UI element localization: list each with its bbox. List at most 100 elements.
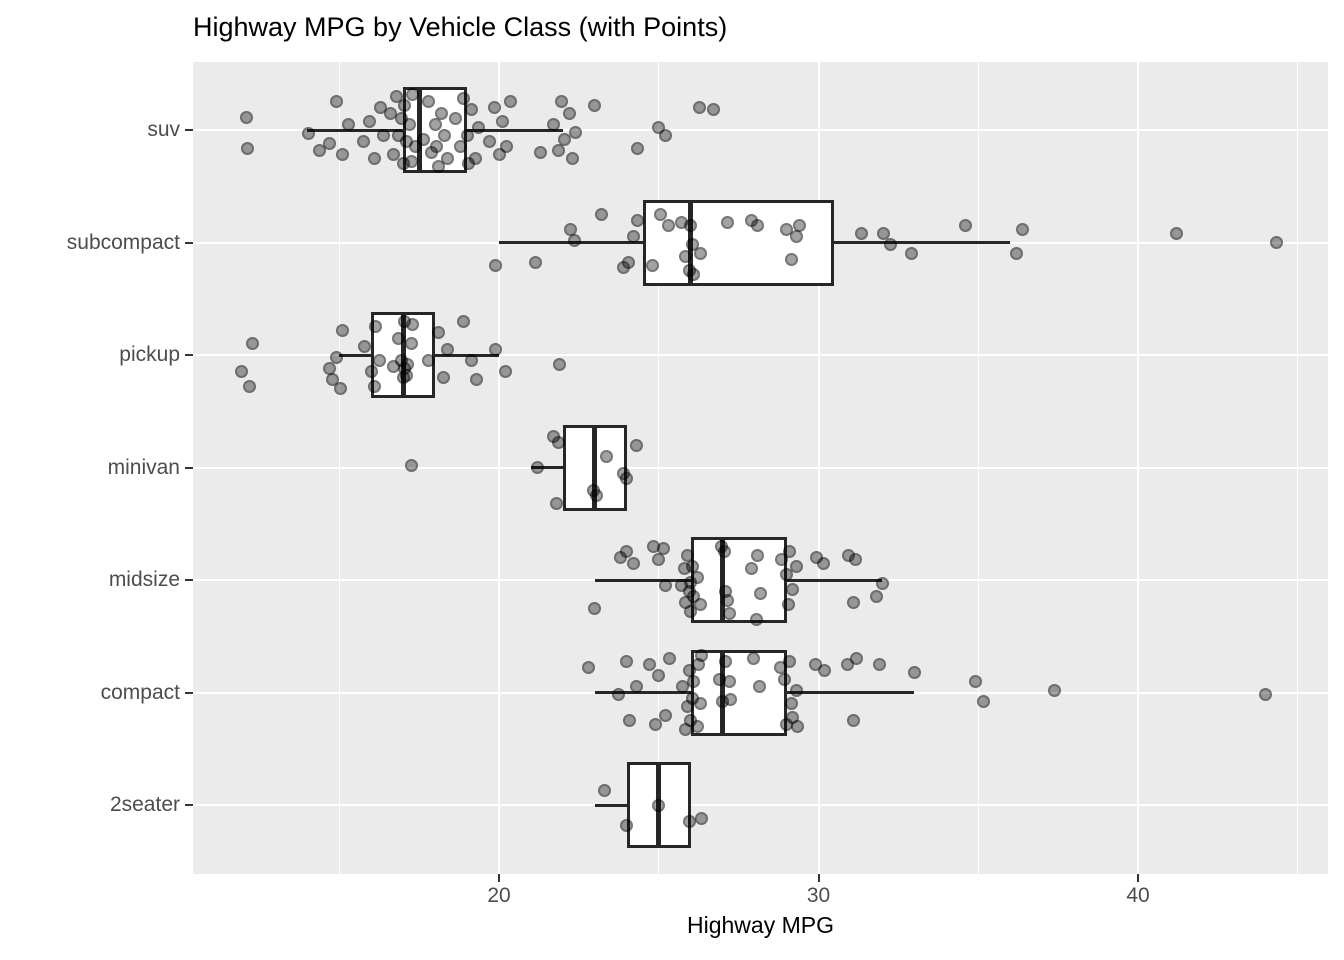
jitter-point bbox=[1169, 227, 1183, 240]
jitter-point bbox=[588, 601, 602, 615]
box-compact bbox=[690, 649, 787, 736]
jitter-point bbox=[786, 582, 800, 596]
jitter-point bbox=[594, 207, 608, 221]
jitter-point bbox=[1010, 247, 1024, 261]
jitter-point bbox=[589, 489, 603, 503]
jitter-point bbox=[676, 680, 690, 694]
jitter-point bbox=[693, 598, 707, 612]
jitter-point bbox=[406, 318, 420, 332]
median-line-compact bbox=[720, 649, 726, 736]
jitter-point bbox=[875, 576, 889, 590]
whisker-lower-compact bbox=[594, 691, 691, 694]
jitter-point bbox=[489, 342, 503, 356]
jitter-point bbox=[417, 132, 431, 146]
jitter-point bbox=[1048, 683, 1062, 697]
jitter-point bbox=[489, 258, 503, 272]
jitter-point bbox=[1270, 236, 1284, 249]
y-tick-label-suv: suv bbox=[147, 118, 180, 141]
jitter-point bbox=[597, 783, 611, 797]
jitter-point bbox=[553, 357, 567, 371]
jitter-point bbox=[470, 373, 484, 387]
jitter-point bbox=[449, 112, 463, 126]
y-tick-mark bbox=[185, 129, 193, 131]
jitter-point bbox=[642, 657, 656, 671]
jitter-point bbox=[789, 560, 803, 573]
jitter-point bbox=[883, 238, 897, 252]
jitter-point bbox=[612, 688, 626, 702]
median-line-midsize bbox=[720, 537, 726, 623]
jitter-point bbox=[623, 714, 637, 728]
jitter-point bbox=[428, 117, 442, 131]
jitter-point bbox=[302, 126, 316, 140]
jitter-point bbox=[818, 663, 832, 677]
jitter-point bbox=[246, 337, 260, 351]
jitter-point bbox=[658, 129, 672, 143]
x-tick-label-40: 40 bbox=[1126, 884, 1150, 907]
whisker-lower-suv bbox=[307, 128, 404, 132]
jitter-point bbox=[784, 697, 798, 711]
jitter-point bbox=[706, 103, 720, 117]
jitter-point bbox=[752, 680, 766, 694]
jitter-point bbox=[717, 545, 731, 559]
jitter-point bbox=[550, 497, 563, 510]
jitter-point bbox=[645, 258, 659, 272]
jitter-point bbox=[398, 98, 412, 112]
jitter-point bbox=[404, 337, 418, 351]
jitter-point bbox=[724, 692, 738, 706]
jitter-point bbox=[471, 121, 485, 135]
jitter-point bbox=[620, 654, 634, 668]
jitter-point bbox=[629, 438, 643, 452]
jitter-point bbox=[546, 117, 560, 131]
box-subcompact bbox=[642, 199, 835, 286]
jitter-point bbox=[783, 545, 797, 559]
jitter-point bbox=[422, 354, 436, 368]
plot-title: Highway MPG by Vehicle Class (with Point… bbox=[193, 12, 728, 42]
x-tick-mark bbox=[1137, 874, 1139, 882]
x-tick-mark bbox=[817, 874, 820, 882]
box-midsize bbox=[690, 537, 787, 623]
jitter-point bbox=[441, 342, 455, 356]
jitter-point bbox=[749, 612, 763, 626]
jitter-point bbox=[240, 111, 254, 125]
jitter-point bbox=[653, 207, 667, 221]
jitter-point bbox=[235, 365, 249, 379]
jitter-point bbox=[399, 368, 413, 382]
jitter-point bbox=[530, 461, 544, 474]
jitter-point bbox=[562, 106, 576, 120]
jitter-point bbox=[367, 380, 381, 393]
jitter-point bbox=[684, 605, 698, 618]
jitter-point bbox=[569, 125, 583, 139]
jitter-point bbox=[565, 151, 579, 165]
jitter-point bbox=[792, 219, 806, 233]
jitter-point bbox=[441, 151, 455, 165]
jitter-point bbox=[312, 143, 326, 157]
jitter-point bbox=[651, 798, 665, 812]
jitter-point bbox=[367, 151, 381, 165]
jitter-point bbox=[631, 213, 645, 227]
jitter-point bbox=[557, 132, 571, 146]
jitter-point bbox=[334, 382, 348, 396]
jitter-point bbox=[240, 141, 254, 155]
jitter-point bbox=[434, 106, 448, 120]
jitter-point bbox=[372, 354, 386, 368]
jitter-point bbox=[652, 553, 666, 567]
jitter-point bbox=[404, 458, 418, 472]
y-tick-mark bbox=[185, 579, 193, 581]
jitter-point bbox=[436, 371, 450, 384]
jitter-point bbox=[746, 652, 760, 666]
y-tick-mark bbox=[185, 241, 193, 244]
jitter-point bbox=[783, 654, 797, 668]
jitter-point bbox=[430, 140, 444, 154]
jitter-point bbox=[695, 812, 709, 825]
jitter-point bbox=[751, 548, 765, 562]
whisker-lower-midsize bbox=[594, 578, 691, 582]
jitter-point bbox=[847, 714, 861, 728]
y-tick-mark bbox=[185, 804, 193, 806]
jitter-point bbox=[658, 579, 672, 593]
jitter-point bbox=[684, 219, 698, 233]
whisker-upper-suv bbox=[467, 128, 563, 132]
y-tick-label-compact: compact bbox=[100, 680, 180, 704]
jitter-point bbox=[679, 723, 693, 737]
jitter-point bbox=[391, 331, 405, 345]
jitter-point bbox=[869, 590, 883, 604]
